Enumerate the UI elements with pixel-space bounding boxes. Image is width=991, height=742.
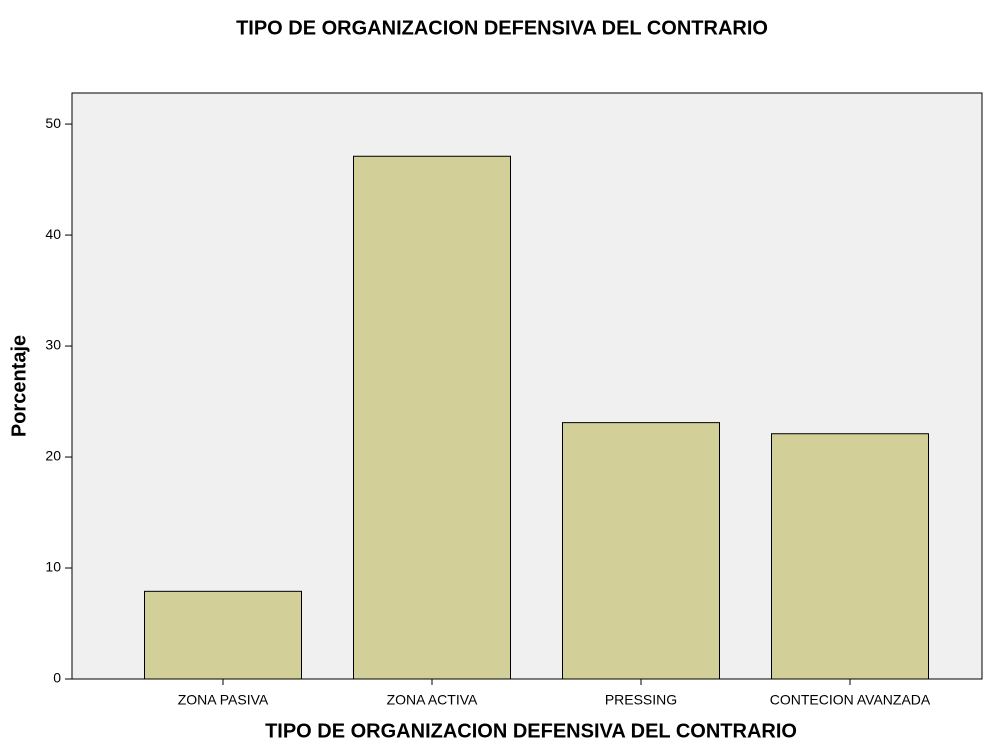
y-tick-label: 0: [53, 670, 61, 686]
bar: [562, 422, 720, 680]
bar: [771, 433, 929, 680]
y-tick-label: 30: [45, 337, 61, 353]
bar: [144, 590, 302, 680]
y-tick-label: 10: [45, 559, 61, 575]
x-tick-label: ZONA PASIVA: [178, 692, 269, 708]
x-tick-label: PRESSING: [605, 692, 677, 708]
x-axis-title: TIPO DE ORGANIZACION DEFENSIVA DEL CONTR…: [265, 720, 797, 742]
chart-title: TIPO DE ORGANIZACION DEFENSIVA DEL CONTR…: [236, 17, 768, 39]
y-axis-title: Porcentaje: [8, 335, 30, 437]
x-tick-label: ZONA ACTIVA: [387, 692, 478, 708]
y-tick-label: 50: [45, 115, 61, 131]
x-tick-label: CONTECION AVANZADA: [770, 692, 931, 708]
bar: [353, 155, 511, 680]
y-tick-label: 40: [45, 226, 61, 242]
y-tick-label: 20: [45, 448, 61, 464]
